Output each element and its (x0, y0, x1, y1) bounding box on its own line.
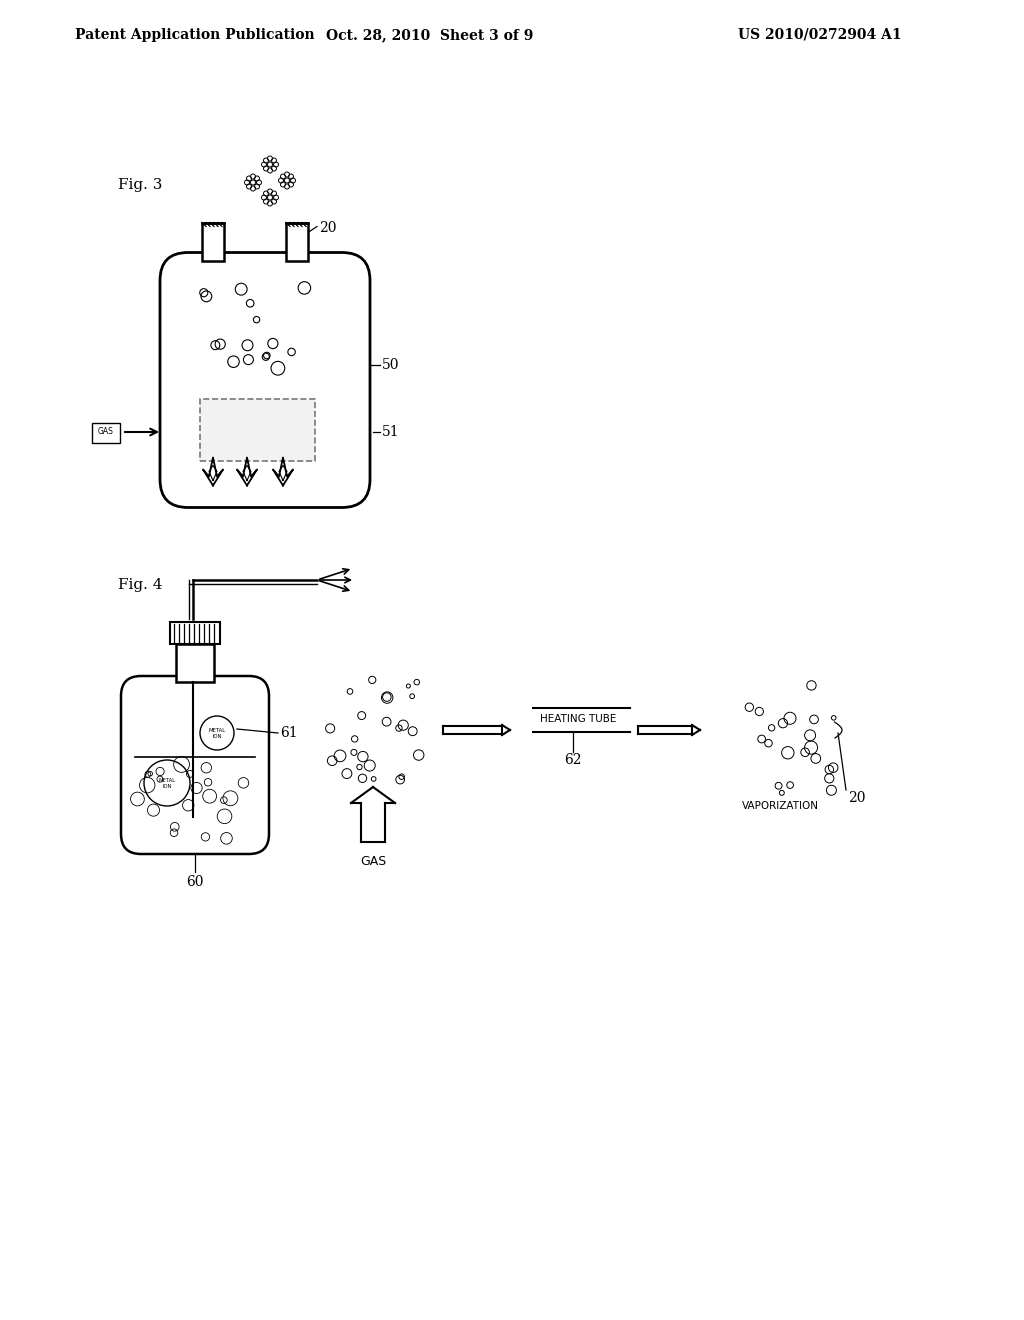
Text: ION: ION (163, 784, 172, 788)
Bar (200, 399, 314, 461)
Bar (170, 622, 220, 644)
Bar (286, 223, 308, 260)
Text: Patent Application Publication: Patent Application Publication (75, 28, 314, 42)
Text: GAS: GAS (359, 855, 386, 869)
FancyBboxPatch shape (92, 422, 120, 444)
Text: METAL: METAL (159, 777, 175, 783)
Text: 51: 51 (382, 425, 399, 440)
Text: Oct. 28, 2010  Sheet 3 of 9: Oct. 28, 2010 Sheet 3 of 9 (327, 28, 534, 42)
Text: 61: 61 (280, 726, 298, 741)
Text: 20: 20 (848, 791, 865, 805)
Text: VAPORIZATION: VAPORIZATION (742, 801, 819, 810)
Text: Fig. 4: Fig. 4 (118, 578, 163, 591)
Text: Fig. 3: Fig. 3 (118, 178, 163, 191)
Text: 20: 20 (319, 220, 337, 235)
FancyBboxPatch shape (160, 252, 370, 507)
Text: METAL: METAL (209, 727, 225, 733)
Text: 62: 62 (564, 752, 582, 767)
Bar (176, 644, 214, 682)
Text: ION: ION (212, 734, 221, 738)
Text: HEATING TUBE: HEATING TUBE (540, 714, 616, 723)
Text: 60: 60 (186, 875, 204, 888)
FancyBboxPatch shape (121, 676, 269, 854)
Text: US 2010/0272904 A1: US 2010/0272904 A1 (738, 28, 902, 42)
Bar (202, 223, 224, 260)
Text: GAS: GAS (98, 428, 114, 437)
Text: 50: 50 (382, 358, 399, 372)
